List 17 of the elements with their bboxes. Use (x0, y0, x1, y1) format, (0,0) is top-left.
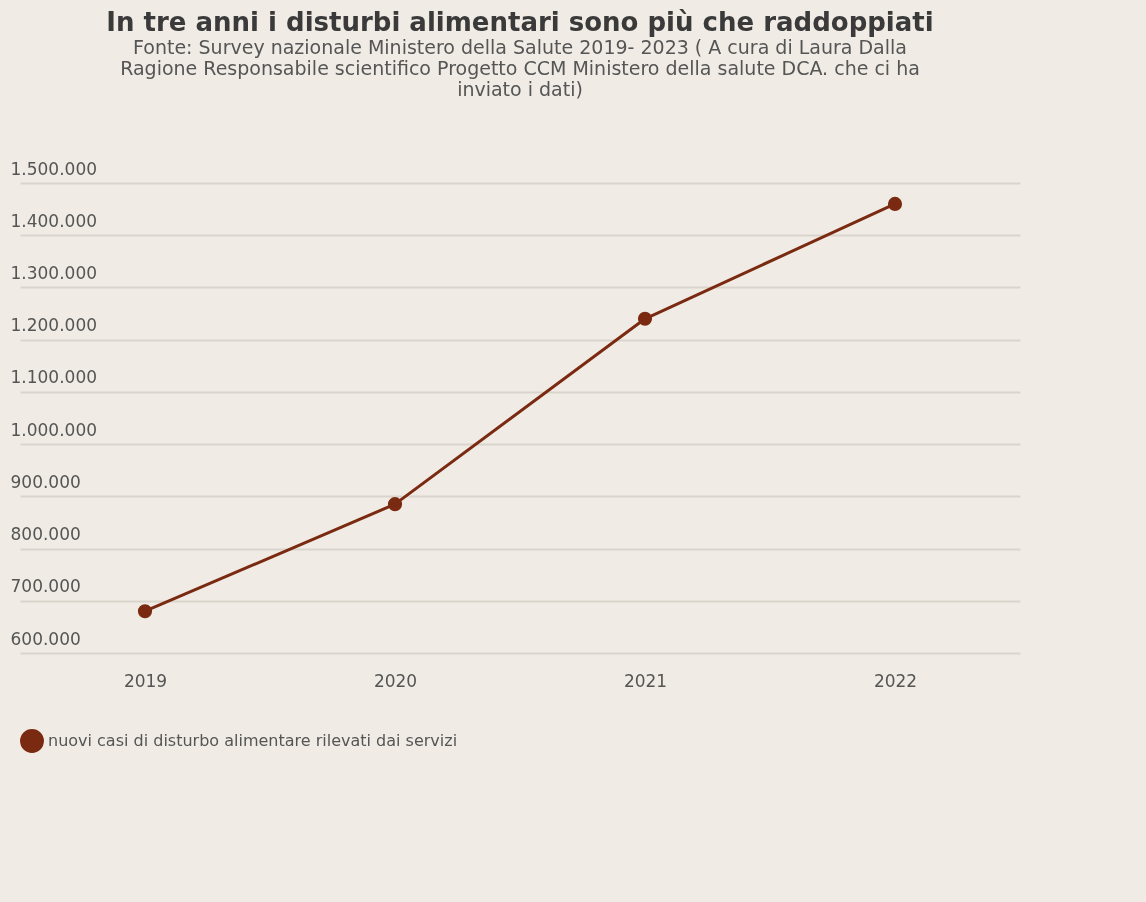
y-tick-label: 1.400.000 (10, 210, 98, 231)
y-tick-label: 1.100.000 (10, 367, 98, 388)
y-tick-label: 800.000 (10, 524, 81, 545)
chart-title: In tre anni i disturbi alimentari sono più che raddoppiati (106, 7, 934, 37)
y-tick-label: 1.500.000 (10, 158, 98, 179)
chart-subtitle: Fonte: Survey nazionale Ministero della Salute 2019- 2023 ( A cura di Laura Dalla Ragione Responsabile scientifico Progetto CCM Ministero della salute DCA. che ci ha inviato i dati) (120, 36, 920, 100)
legend-label: nuovi casi di disturbo alimentare rilevati dai servizi (48, 731, 458, 750)
x-tick-label: 2020 (373, 670, 418, 691)
x-tick-label: 2022 (873, 670, 918, 691)
x-tick-label: 2021 (623, 670, 668, 691)
y-tick-label: 1.000.000 (10, 419, 98, 440)
y-tick-label: 600.000 (10, 628, 81, 649)
x-tick-label: 2019 (123, 670, 168, 691)
y-tick-label: 900.000 (10, 471, 81, 492)
y-tick-label: 700.000 (10, 576, 81, 597)
y-tick-label: 1.300.000 (10, 262, 98, 283)
y-tick-label: 1.200.000 (10, 315, 98, 336)
